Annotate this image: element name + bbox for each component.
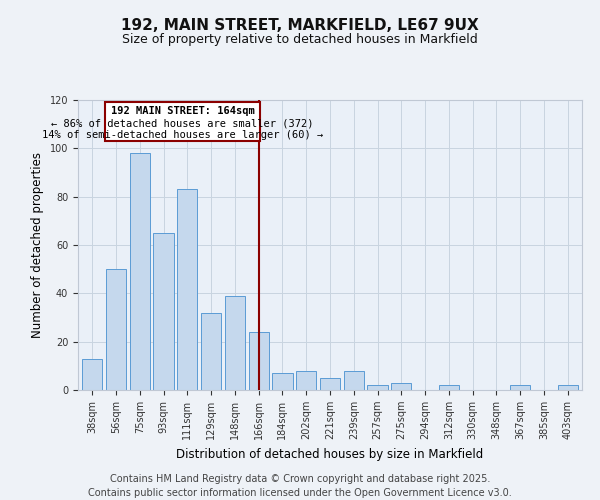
- X-axis label: Distribution of detached houses by size in Markfield: Distribution of detached houses by size …: [176, 448, 484, 460]
- Bar: [367, 385, 388, 390]
- Bar: [106, 102, 260, 141]
- Bar: [391, 383, 412, 390]
- Bar: [177, 190, 197, 390]
- Bar: [225, 296, 245, 390]
- Bar: [557, 385, 578, 390]
- Bar: [296, 370, 316, 390]
- Bar: [154, 233, 173, 390]
- Bar: [130, 153, 150, 390]
- Text: Contains HM Land Registry data © Crown copyright and database right 2025.
Contai: Contains HM Land Registry data © Crown c…: [88, 474, 512, 498]
- Bar: [439, 385, 459, 390]
- Text: 14% of semi-detached houses are larger (60) →: 14% of semi-detached houses are larger (…: [42, 130, 323, 140]
- Bar: [201, 312, 221, 390]
- Bar: [344, 370, 364, 390]
- Text: ← 86% of detached houses are smaller (372): ← 86% of detached houses are smaller (37…: [52, 118, 314, 128]
- Bar: [320, 378, 340, 390]
- Text: 192 MAIN STREET: 164sqm: 192 MAIN STREET: 164sqm: [111, 106, 254, 116]
- Y-axis label: Number of detached properties: Number of detached properties: [31, 152, 44, 338]
- Text: 192, MAIN STREET, MARKFIELD, LE67 9UX: 192, MAIN STREET, MARKFIELD, LE67 9UX: [121, 18, 479, 32]
- Text: Size of property relative to detached houses in Markfield: Size of property relative to detached ho…: [122, 32, 478, 46]
- Bar: [106, 269, 126, 390]
- Bar: [82, 358, 103, 390]
- Bar: [248, 332, 269, 390]
- Bar: [272, 373, 293, 390]
- Bar: [510, 385, 530, 390]
